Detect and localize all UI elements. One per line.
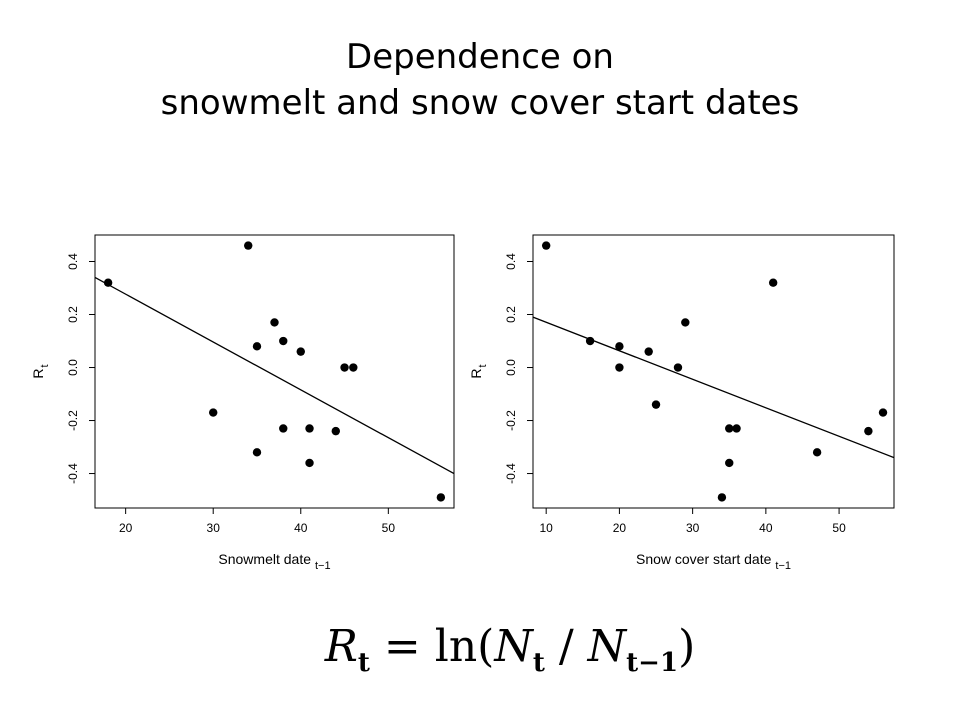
x-tick-label: 30 — [207, 521, 221, 535]
data-point — [279, 336, 288, 346]
x-tick-label: 40 — [759, 521, 773, 535]
y-tick-label: -0.2 — [504, 410, 518, 431]
data-point — [812, 448, 822, 457]
formula-n-prev-subscript: t−1 — [626, 647, 679, 678]
plot-frame — [532, 234, 895, 509]
formula-r-subscript: t — [357, 647, 370, 678]
data-point — [305, 424, 314, 433]
x-tick-label: 30 — [686, 521, 700, 535]
y-tick-label: 0.2 — [504, 306, 518, 323]
scatter-plot-snowmelt: 20 30 40 50 -0.4 -0.2 0.0 0.2 0.4 Snowmelt date t−… — [30, 234, 455, 572]
x-tick-label: 20 — [119, 521, 133, 535]
y-axis-title: Rt — [30, 364, 51, 378]
data-point — [103, 278, 113, 287]
data-point — [681, 318, 690, 327]
data-point — [725, 458, 734, 468]
formula-n-prev: N — [587, 621, 627, 672]
data-point — [673, 363, 683, 372]
data-point — [651, 400, 661, 409]
data-point — [349, 363, 358, 372]
y-tick-label: 0.0 — [66, 359, 80, 376]
data-point — [305, 458, 314, 468]
data-point — [244, 241, 253, 250]
scatter-plot-snow-cover-start: 10 20 30 40 50 -0.4 -0.2 0.0 0.2 0.4 Snow cover st… — [468, 234, 895, 572]
x-tick-label: 10 — [540, 521, 554, 535]
slide-title: Dependence on snowmelt and snow cover st… — [0, 34, 960, 126]
y-tick-label: 0.4 — [504, 253, 518, 270]
data-point — [252, 342, 262, 351]
data-point — [717, 493, 727, 502]
regression-line — [94, 276, 455, 475]
y-tick-label: 0.4 — [66, 253, 80, 270]
data-point — [644, 347, 653, 356]
x-tick-label: 20 — [613, 521, 627, 535]
y-axis-title: Rt — [468, 364, 489, 378]
formula-close-paren: ) — [678, 621, 696, 672]
formula-r: R — [324, 621, 358, 672]
x-tick-label: 40 — [294, 521, 308, 535]
y-tick-label: 0.2 — [66, 306, 80, 323]
y-tick-label: 0.0 — [504, 359, 518, 376]
slide-title-line-1: Dependence on — [346, 37, 614, 77]
data-point — [331, 426, 340, 436]
data-point — [209, 408, 218, 417]
data-point — [615, 342, 624, 351]
formula-n: N — [494, 621, 533, 672]
data-point — [436, 493, 446, 502]
y-tick-label: -0.2 — [66, 410, 80, 431]
x-tick-label: 50 — [382, 521, 396, 535]
data-point — [585, 336, 595, 346]
data-point — [725, 424, 734, 433]
data-point — [340, 363, 349, 372]
data-point — [732, 424, 741, 433]
data-point — [768, 278, 778, 287]
x-tick-label: 50 — [832, 521, 846, 535]
slide-title-line-2: snowmelt and snow cover start dates — [160, 83, 800, 123]
data-point — [296, 347, 305, 356]
data-point — [878, 408, 888, 417]
growth-rate-formula: Rt = ln(Nt / Nt−1) — [300, 612, 720, 682]
y-tick-label: -0.4 — [504, 463, 518, 484]
data-point — [864, 426, 873, 436]
x-axis-title: Snow cover start date t−1 — [636, 551, 791, 572]
data-point — [541, 241, 551, 250]
x-axis-title: Snowmelt date t−1 — [218, 551, 330, 572]
data-point — [279, 424, 288, 433]
data-point — [270, 318, 279, 327]
y-tick-label: -0.4 — [66, 463, 80, 484]
plot-frame — [94, 234, 455, 509]
formula-slash: / — [544, 621, 588, 672]
data-point — [252, 448, 262, 457]
formula-n-subscript: t — [532, 647, 545, 678]
formula-equals-ln: = ln( — [383, 621, 495, 672]
data-point — [615, 363, 624, 372]
